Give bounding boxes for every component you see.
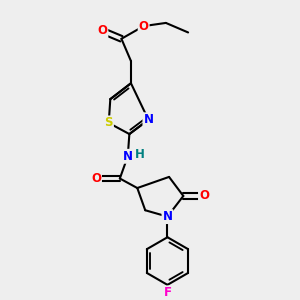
Text: O: O bbox=[91, 172, 101, 185]
Text: S: S bbox=[104, 116, 113, 129]
Text: F: F bbox=[164, 286, 172, 299]
Text: N: N bbox=[163, 210, 172, 223]
Text: O: O bbox=[98, 24, 107, 38]
Text: O: O bbox=[199, 190, 209, 202]
Text: O: O bbox=[139, 20, 148, 33]
Text: N: N bbox=[123, 150, 133, 163]
Text: N: N bbox=[143, 113, 153, 126]
Text: H: H bbox=[135, 148, 145, 161]
